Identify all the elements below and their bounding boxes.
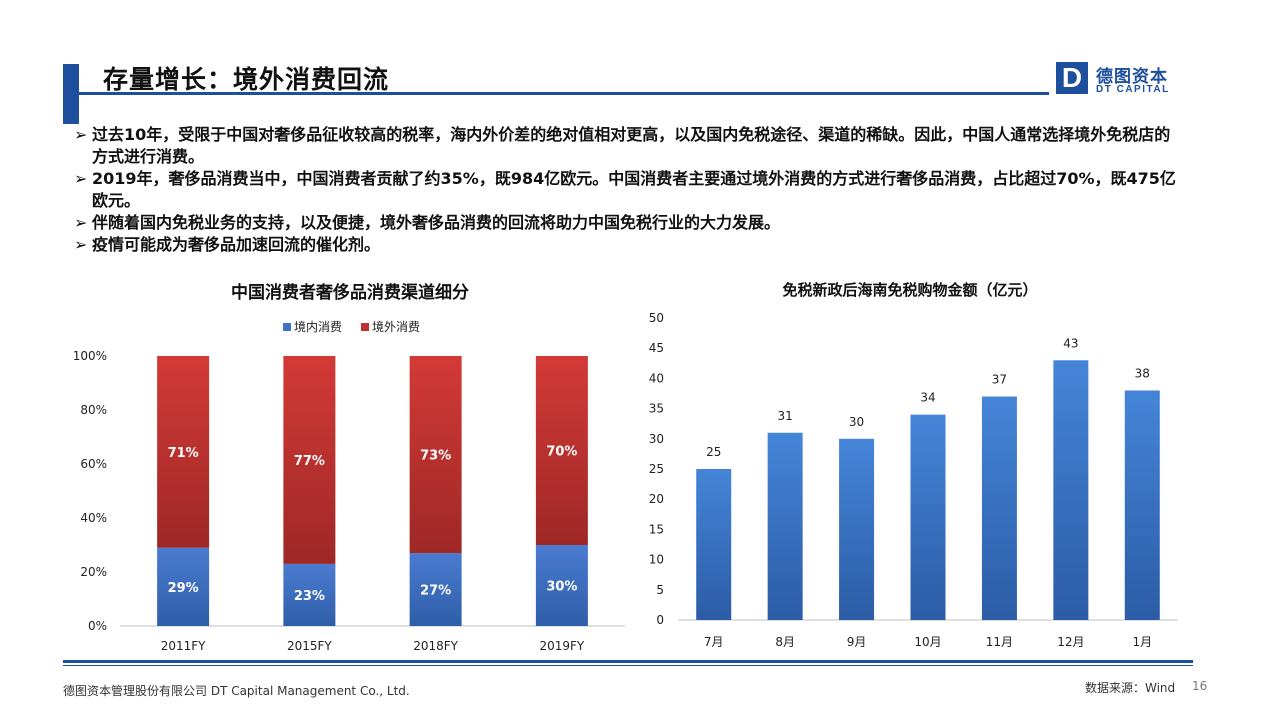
- data-label: 43: [1063, 336, 1078, 350]
- data-label-domestic: 30%: [546, 580, 577, 595]
- logo-letter: D: [1061, 62, 1083, 93]
- data-label: 34: [920, 391, 935, 405]
- y-tick-label: 25: [649, 462, 664, 476]
- bar: [1053, 360, 1089, 620]
- logo-chinese-name: 德图资本: [1096, 67, 1168, 87]
- x-tick-label: 10月: [914, 635, 941, 649]
- bar-segment-domestic: [283, 563, 336, 626]
- legend-label-overseas: 境外消费: [372, 319, 420, 334]
- y-tick-label: 20: [649, 492, 664, 506]
- y-tick-label: 40%: [80, 511, 107, 525]
- bar: [767, 432, 803, 620]
- bar-segment-overseas: [157, 356, 210, 548]
- channel-stacked-bar-chart: 境内消费 境外消费 0% 20% 40% 60% 80% 100% 29% 71% 2011FY 23…: [73, 319, 625, 653]
- bullet-arrow-icon: ➢: [74, 213, 88, 232]
- x-tick-label: 12月: [1057, 635, 1084, 649]
- bullet-list: ➢ 过去10年，受限于中国对奢侈品征收较高的税率，海内外价差的绝对值相对更高，以及…: [74, 124, 1184, 256]
- bullet-item: ➢ 过去10年，受限于中国对奢侈品征收较高的税率，海内外价差的绝对值相对更高，以及…: [74, 124, 1184, 168]
- bar-segment-overseas: [283, 356, 336, 564]
- page-title: 存量增长：境外消费回流: [103, 65, 390, 94]
- y-tick-label: 45: [649, 341, 664, 355]
- bar-segment-domestic: [409, 553, 462, 626]
- chart1-title: 中国消费者奢侈品消费渠道细分: [231, 283, 469, 303]
- data-label-overseas: 73%: [420, 449, 451, 464]
- footer-rule-thin: [63, 665, 1193, 666]
- data-label-domestic: 23%: [294, 589, 325, 604]
- y-tick-label: 5: [656, 583, 664, 597]
- x-tick-label: 8月: [775, 635, 795, 649]
- y-tick-label: 80%: [80, 403, 107, 417]
- title-accent-bar: [63, 64, 79, 124]
- logo-english-name: DT CAPITAL: [1096, 84, 1170, 95]
- x-tick-label: 2011FY: [161, 639, 206, 653]
- legend-label-domestic: 境内消费: [294, 319, 342, 334]
- data-label: 31: [778, 409, 793, 423]
- y-tick-label: 60%: [80, 457, 107, 471]
- y-tick-label: 40: [649, 371, 664, 385]
- data-label-overseas: 77%: [294, 454, 325, 469]
- bar-segment-overseas: [409, 356, 462, 554]
- x-tick-label: 7月: [704, 635, 724, 649]
- footer-rule-thick: [63, 660, 1193, 663]
- bullet-text: 疫情可能成为奢侈品加速回流的催化剂。: [92, 235, 381, 254]
- legend-swatch-overseas: [361, 323, 369, 331]
- data-label: 30: [849, 415, 864, 429]
- bar: [839, 438, 875, 620]
- bullet-text: 伴随着国内免税业务的支持，以及便捷，境外奢侈品消费的回流将助力中国免税行业的大力…: [92, 213, 781, 232]
- data-label-overseas: 70%: [546, 445, 577, 460]
- x-tick-label: 2018FY: [413, 639, 458, 653]
- x-tick-label: 11月: [986, 635, 1013, 649]
- data-label-domestic: 27%: [420, 584, 451, 599]
- y-tick-label: 0%: [88, 619, 107, 633]
- chart2-title: 免税新政后海南免税购物金额（亿元）: [782, 281, 1038, 299]
- legend-swatch-domestic: [283, 323, 291, 331]
- footer-company: 德图资本管理股份有限公司 DT Capital Management Co., …: [63, 684, 410, 698]
- bullet-arrow-icon: ➢: [74, 169, 88, 188]
- data-label-overseas: 71%: [168, 446, 199, 461]
- x-tick-label: 9月: [847, 635, 867, 649]
- y-tick-label: 100%: [73, 349, 107, 363]
- footer-source: 数据来源：Wind: [1085, 681, 1176, 695]
- bar: [696, 469, 732, 620]
- x-tick-label: 2015FY: [287, 639, 332, 653]
- bullet-item: ➢ 2019年，奢侈品消费当中，中国消费者贡献了约35%，既984亿欧元。中国消费…: [74, 168, 1184, 212]
- bar-segment-overseas: [535, 356, 588, 545]
- bullet-item: ➢ 伴随着国内免税业务的支持，以及便捷，境外奢侈品消费的回流将助力中国免税行业的大…: [74, 212, 1184, 234]
- hainan-dutyfree-bar-chart: 0 5 10 15 20 25 30 35 40 45 50 25 7月 31 8月 30 9月 34 10月 37 1…: [649, 311, 1178, 649]
- logo-mark: D: [1056, 62, 1088, 94]
- bar-segment-domestic: [535, 545, 588, 626]
- y-tick-label: 0: [656, 613, 664, 627]
- y-tick-label: 20%: [80, 565, 107, 579]
- page-number: 16: [1192, 679, 1208, 693]
- y-tick-label: 35: [649, 402, 664, 416]
- data-label: 38: [1135, 366, 1150, 380]
- data-label: 37: [992, 373, 1007, 387]
- x-tick-label: 2019FY: [539, 639, 584, 653]
- bar-segment-domestic: [157, 547, 210, 626]
- title-underline: [79, 92, 1049, 95]
- y-tick-label: 30: [649, 432, 664, 446]
- x-tick-label: 1月: [1132, 635, 1152, 649]
- bullet-arrow-icon: ➢: [74, 125, 88, 144]
- bullet-text: 2019年，奢侈品消费当中，中国消费者贡献了约35%，既984亿欧元。中国消费者…: [92, 169, 1176, 210]
- y-tick-label: 50: [649, 311, 664, 325]
- data-label-domestic: 29%: [168, 581, 199, 596]
- bar: [1124, 390, 1160, 620]
- bar: [910, 414, 946, 620]
- data-label: 25: [706, 445, 721, 459]
- bullet-text: 过去10年，受限于中国对奢侈品征收较高的税率，海内外价差的绝对值相对更高，以及国…: [92, 125, 1171, 166]
- y-tick-label: 15: [649, 522, 664, 536]
- bullet-arrow-icon: ➢: [74, 235, 88, 254]
- y-tick-label: 10: [649, 553, 664, 567]
- bullet-item: ➢ 疫情可能成为奢侈品加速回流的催化剂。: [74, 234, 1184, 256]
- bar: [981, 396, 1017, 620]
